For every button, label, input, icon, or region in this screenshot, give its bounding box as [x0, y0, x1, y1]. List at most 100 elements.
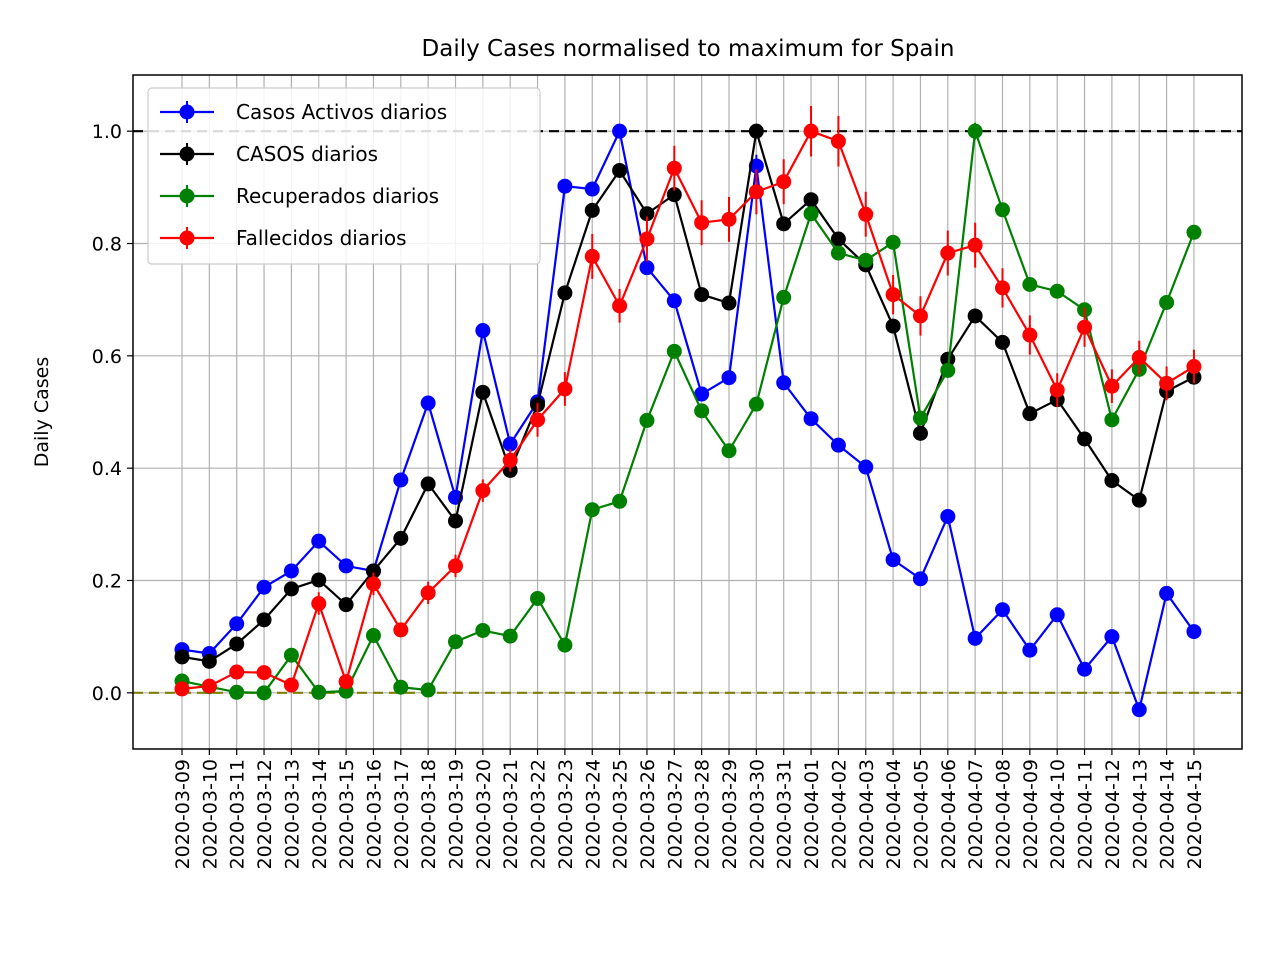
data-point: [1049, 382, 1065, 398]
y-tick-label: 0.0: [92, 683, 122, 705]
data-point: [694, 215, 710, 231]
data-point: [420, 476, 436, 492]
x-tick-label: 2020-03-20: [473, 759, 495, 869]
legend-label: CASOS diarios: [236, 142, 378, 166]
x-tick-label: 2020-03-12: [254, 759, 276, 869]
data-point: [420, 395, 436, 411]
data-point: [912, 425, 928, 441]
y-tick-label: 1.0: [92, 121, 122, 143]
data-point: [283, 581, 299, 597]
data-point: [721, 370, 737, 386]
x-tick-label: 2020-03-31: [774, 759, 796, 869]
data-point: [1104, 473, 1120, 489]
legend-swatch-marker: [179, 188, 195, 204]
data-point: [912, 308, 928, 324]
data-point: [639, 412, 655, 428]
y-axis-label: Daily Cases: [31, 357, 53, 468]
data-point: [940, 362, 956, 378]
data-point: [694, 403, 710, 419]
data-point: [584, 248, 600, 264]
data-point: [338, 558, 354, 574]
legend-label: Casos Activos diarios: [236, 100, 447, 124]
data-point: [1186, 359, 1202, 375]
x-tick-label: 2020-03-10: [199, 759, 221, 869]
data-point: [584, 181, 600, 197]
data-point: [557, 285, 573, 301]
x-tick-label: 2020-04-06: [938, 759, 960, 869]
data-point: [912, 571, 928, 587]
data-point: [1049, 607, 1065, 623]
chart-title: Daily Cases normalised to maximum for Sp…: [422, 36, 955, 62]
data-point: [1186, 224, 1202, 240]
data-point: [666, 187, 682, 203]
legend-label: Fallecidos diarios: [236, 226, 407, 250]
x-tick-label: 2020-03-25: [610, 759, 632, 869]
data-point: [448, 634, 463, 650]
data-point: [530, 412, 546, 428]
data-point: [502, 436, 518, 452]
data-point: [256, 665, 272, 681]
plot-frame: [132, 74, 1243, 750]
data-point: [311, 684, 327, 700]
data-point: [1077, 319, 1093, 335]
x-tick-label: 2020-04-01: [801, 759, 823, 869]
series-2: [174, 123, 1202, 669]
data-point: [967, 123, 983, 139]
x-tick-label: 2020-03-22: [528, 759, 550, 869]
legend-swatch-marker: [179, 230, 195, 246]
x-tick-label: 2020-03-30: [746, 759, 768, 869]
data-point: [885, 234, 901, 250]
data-point: [830, 437, 846, 453]
x-tick-label: 2020-03-15: [336, 759, 358, 869]
data-point: [967, 237, 983, 253]
data-point: [803, 192, 819, 208]
data-point: [1077, 661, 1093, 677]
data-point: [776, 216, 792, 232]
x-tick-label: 2020-04-08: [993, 759, 1015, 869]
series-1: [174, 123, 1202, 718]
data-point: [830, 245, 846, 261]
data-point: [229, 616, 245, 632]
data-point: [1049, 283, 1065, 299]
data-point: [283, 563, 299, 579]
data-point: [229, 664, 245, 680]
data-point: [393, 622, 409, 638]
y-tick-label: 0.6: [92, 346, 122, 368]
data-point: [639, 231, 655, 247]
data-point: [311, 533, 327, 549]
data-point: [940, 508, 956, 524]
data-point: [803, 206, 819, 222]
data-point: [776, 375, 792, 391]
data-point: [639, 260, 655, 276]
data-point: [858, 459, 874, 475]
x-tick-label: 2020-03-16: [363, 759, 385, 869]
data-point: [448, 513, 463, 529]
x-tick-label: 2020-04-09: [1020, 759, 1042, 869]
data-point: [639, 206, 655, 222]
x-tick-label: 2020-04-11: [1075, 759, 1097, 869]
data-point: [858, 206, 874, 222]
x-tick-labels: 2020-03-09 2020-03-10 2020-03-11 2020-03-12…: [172, 749, 1206, 869]
data-point: [1022, 277, 1038, 293]
data-point: [311, 572, 327, 588]
data-point: [201, 653, 217, 669]
data-point: [666, 343, 682, 359]
data-point: [748, 396, 764, 412]
data-point: [995, 202, 1010, 218]
x-tick-label: 2020-03-13: [281, 759, 303, 869]
data-point: [721, 211, 737, 227]
series-4: [174, 105, 1202, 697]
data-point: [256, 579, 272, 595]
data-point: [694, 386, 710, 402]
x-tick-label: 2020-04-13: [1129, 759, 1151, 869]
data-point: [1077, 431, 1093, 447]
x-tick-label: 2020-04-02: [828, 759, 850, 869]
data-point: [1104, 629, 1120, 645]
x-tick-label: 2020-03-27: [664, 759, 686, 869]
data-point: [530, 590, 546, 606]
data-point: [311, 596, 327, 612]
x-tick-label: 2020-03-23: [555, 759, 577, 869]
x-tick-label: 2020-04-05: [910, 759, 932, 869]
data-point: [885, 318, 901, 334]
x-tick-label: 2020-03-29: [719, 759, 741, 869]
